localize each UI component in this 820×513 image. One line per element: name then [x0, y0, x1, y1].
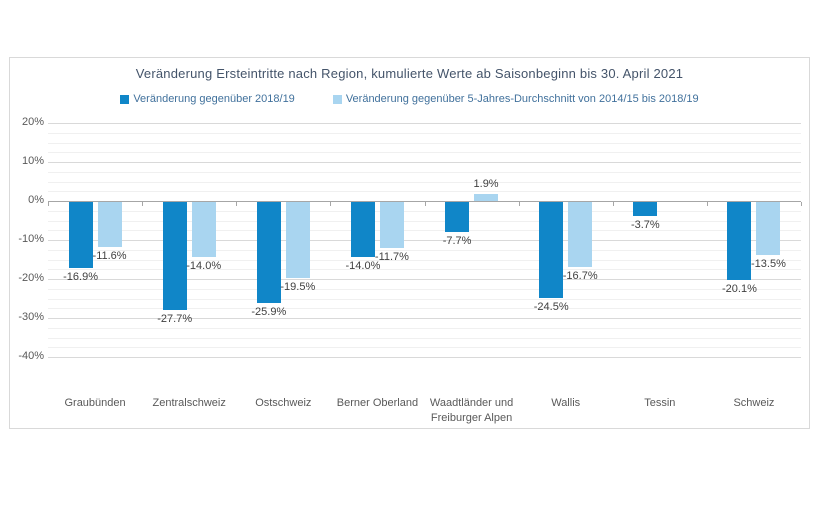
bar-series2-0 [97, 202, 122, 248]
chart-container: Veränderung Ersteintritte nach Region, k… [9, 57, 810, 429]
axis-tick [236, 202, 238, 206]
bar-series2-2 [285, 202, 310, 279]
bar-value-label: -24.5% [533, 300, 569, 313]
bar-value-label: -16.9% [63, 270, 98, 283]
gridline-minor [48, 171, 801, 173]
gridline-minor [48, 152, 801, 154]
bar-value-label: -16.7% [562, 270, 598, 283]
gridline-major [48, 279, 801, 280]
y-axis-label: -30% [18, 311, 44, 323]
gridline-minor [48, 337, 801, 339]
bar-series1-4 [445, 202, 470, 233]
category-label-5: Wallis [551, 397, 581, 409]
gridline-major [48, 162, 801, 163]
gridline-minor [48, 288, 801, 290]
bar-value-label: -7.7% [442, 235, 472, 248]
bar-value-label: -25.9% [251, 306, 287, 318]
gridline-minor [48, 249, 801, 251]
axis-tick [142, 202, 144, 206]
gridline-major [48, 240, 801, 241]
axis-tick [612, 202, 614, 206]
bar-value-label: -11.6% [92, 250, 127, 263]
gridline-minor [48, 132, 801, 134]
bar-value-label: -3.7% [630, 219, 660, 232]
bar-series1-3 [350, 202, 375, 257]
category-label-3: Berner Oberland [336, 397, 419, 409]
bar-series1-2 [256, 202, 281, 303]
legend-swatch-series2 [332, 94, 342, 104]
gridline-minor [48, 308, 801, 310]
category-label-2: Ostschweiz [255, 397, 312, 409]
legend-label-series2: Veränderung gegenüber 5-Jahres-Durchschn… [345, 93, 699, 105]
category-label-4: Waadtländer und Freiburger Alpen [429, 397, 514, 424]
legend-item-series2: Veränderung gegenüber 5-Jahres-Durchschn… [332, 93, 699, 105]
category-label-1: Zentralschweiz [152, 397, 226, 409]
bar-series1-0 [68, 202, 93, 268]
axis-tick [48, 202, 49, 206]
chart-title: Veränderung Ersteintritte nach Region, k… [135, 66, 684, 81]
bar-value-label: -13.5% [751, 257, 786, 270]
bar-value-label: -11.7% [374, 250, 409, 263]
gridline-minor [48, 269, 801, 271]
bar-series1-5 [539, 202, 564, 298]
axis-tick [424, 202, 426, 206]
bar-series1-6 [633, 202, 658, 217]
gridline-minor [48, 210, 801, 212]
legend-swatch-series1 [120, 94, 130, 104]
axis-tick [330, 202, 332, 206]
gridline-major [48, 123, 801, 124]
bar-value-label: -27.7% [157, 313, 193, 326]
gridline-minor [48, 347, 801, 349]
zero-axis-line [48, 201, 801, 202]
gridline-minor [48, 230, 801, 232]
bar-series2-4 [474, 193, 499, 201]
gridline-minor [48, 298, 801, 300]
y-axis-label: 10% [21, 155, 44, 167]
y-axis-label: 0% [28, 194, 44, 206]
bar-value-label: -14.0% [186, 259, 222, 272]
y-axis-label: -40% [18, 350, 44, 362]
y-axis-label: -10% [18, 233, 44, 245]
bar-series2-5 [568, 202, 593, 268]
y-axis-label: 20% [21, 116, 44, 128]
legend: Veränderung gegenüber 2018/19 Veränderun… [10, 93, 809, 105]
gridline-minor [48, 181, 801, 183]
bar-value-label: 1.9% [473, 177, 499, 190]
bar-series1-7 [727, 202, 752, 281]
axis-tick [706, 202, 708, 206]
bar-series2-1 [191, 202, 216, 257]
category-label-7: Schweiz [733, 397, 775, 409]
bar-series2-3 [379, 202, 404, 248]
y-axis-label: -20% [18, 272, 44, 284]
gridline-minor [48, 327, 801, 329]
gridline-major [48, 318, 801, 319]
gridline-minor [48, 259, 801, 261]
axis-tick [518, 202, 520, 206]
bar-value-label: -20.1% [722, 283, 757, 296]
legend-item-series1: Veränderung gegenüber 2018/19 [120, 93, 295, 105]
plot-area: 20% 10% 0% -10% -20% -30% -40% -16.9% -11.6% Grau… [18, 58, 802, 428]
category-label-6: Tessin [644, 397, 676, 409]
category-label-0: Graubünden [64, 397, 126, 409]
bar-value-label: -19.5% [280, 281, 316, 294]
gridline-minor [48, 220, 801, 222]
gridline-minor [48, 191, 801, 193]
axis-tick [801, 202, 802, 206]
gridline-major [48, 357, 801, 358]
bar-series2-7 [756, 202, 781, 255]
gridline-minor [48, 142, 801, 144]
legend-label-series1: Veränderung gegenüber 2018/19 [133, 93, 295, 105]
bar-value-label: -14.0% [345, 259, 381, 272]
bar-series1-1 [162, 202, 187, 311]
